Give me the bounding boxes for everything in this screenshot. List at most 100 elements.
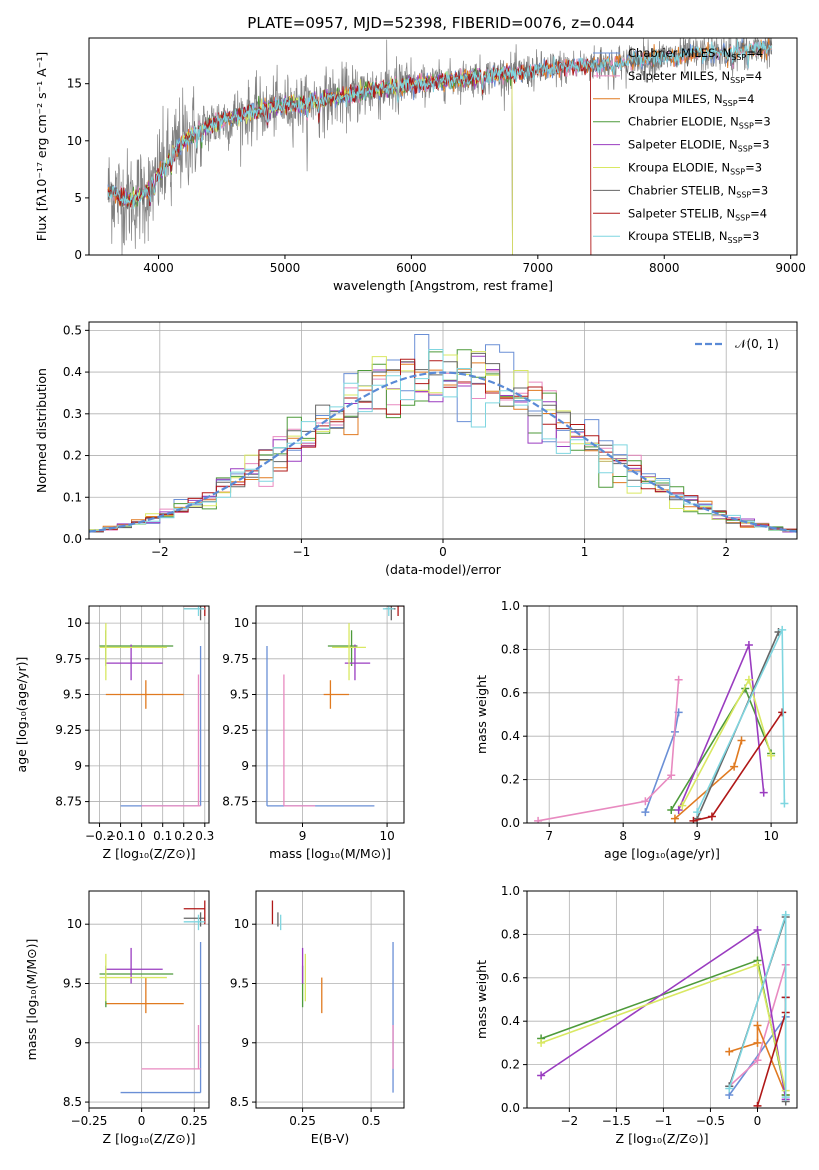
legend-label-tail: =4 <box>750 206 767 220</box>
mass-weight-marker <box>753 926 762 935</box>
legend-label-tail: =3 <box>745 161 762 175</box>
y-tick-label: 9.75 <box>55 652 82 666</box>
x-tick-label: −1.5 <box>602 1114 631 1128</box>
weight-vs-age-marks <box>534 625 789 823</box>
residuals-marks <box>89 334 797 533</box>
x-tick-label: 0.1 <box>153 829 172 843</box>
y-tick-label: 10 <box>234 616 249 630</box>
mass-weight-marker <box>753 1038 762 1047</box>
legend-label-main: Salpeter ELODIE, N <box>628 138 738 152</box>
mass-weight-marker <box>641 808 650 817</box>
y-axis-label: Flux [fλ10⁻¹⁷ erg cm⁻² s⁻¹ A⁻¹] <box>34 52 49 241</box>
x-tick-label: 0.25 <box>181 1114 208 1128</box>
y-tick-label: 9 <box>241 759 249 773</box>
x-tick-label: −2 <box>560 1114 578 1128</box>
x-tick-label: 4000 <box>143 261 174 275</box>
y-tick-label: 8.5 <box>63 1095 82 1109</box>
legend-label-sub: SSP <box>730 76 745 85</box>
legend-label-main: Kroupa STELIB, N <box>628 229 728 243</box>
x-tick-label: 0.3 <box>195 829 214 843</box>
mass-weight-marker <box>778 708 787 717</box>
y-tick-label: 0.4 <box>501 729 520 743</box>
y-tick-label: 10 <box>67 917 82 931</box>
legend-label: Salpeter ELODIE, NSSP=3 <box>628 138 770 154</box>
spectrum-frame: 4000 5000 6000 7000 8000 9000 0 5 10 15 wavelength… <box>34 37 806 293</box>
legend-label-sub: SSP <box>738 145 753 154</box>
mass-weight-marker <box>753 1021 762 1030</box>
x-axis-label: E(B-V) <box>311 1131 350 1146</box>
x-tick-label: −0.2 <box>85 829 114 843</box>
y-tick-label: 8.75 <box>222 795 249 809</box>
x-tick-label: 0.25 <box>289 1114 316 1128</box>
mass-weight-marker <box>781 910 790 919</box>
mass-weight-marker <box>753 1101 762 1108</box>
mass-vs-ebv-marks <box>271 900 394 1093</box>
legend-label-tail: =4 <box>746 46 763 60</box>
y-tick-label: 0.3 <box>63 407 82 421</box>
legend-label-tail: =3 <box>754 115 771 129</box>
y-axis-label: Normed distribution <box>34 368 49 493</box>
y-tick-label: 9.25 <box>55 723 82 737</box>
y-tick-label: 0.2 <box>501 1058 520 1072</box>
y-tick-label: 0.6 <box>501 971 520 985</box>
ssp-errorbar <box>183 914 205 931</box>
y-tick-label: 10 <box>67 616 82 630</box>
x-tick-label: 8000 <box>649 261 680 275</box>
x-tick-label: 5000 <box>270 261 301 275</box>
y-tick-label: 9.5 <box>230 976 249 990</box>
model-spectrum-line <box>107 39 773 209</box>
y-axis-label: mass weight <box>474 675 489 754</box>
mass-weight-marker <box>537 1071 546 1080</box>
ssp-errorbar <box>382 606 394 616</box>
ssp-errorbar <box>183 606 205 616</box>
x-tick-label: 2 <box>722 545 730 559</box>
y-axis-label: age [log₁₀(age/yr)] <box>14 657 29 773</box>
x-tick-label: −0.5 <box>696 1114 725 1128</box>
x-tick-label: 10 <box>763 829 778 843</box>
weight-vs-Z-marks <box>537 910 790 1108</box>
x-tick-label: 0 <box>138 1114 146 1128</box>
legend-label-sub: SSP <box>728 236 743 245</box>
age-vs-mass-marks <box>266 606 404 807</box>
mass-weight-marker <box>678 801 687 810</box>
age-vs-Z-frame: −0.2−0.1 0 0.1 0.2 0.3 8.75 9 9.25 9.5 9.75 10 Z [l… <box>14 605 214 861</box>
y-tick-label: 0.6 <box>501 686 520 700</box>
age-vs-mass-frame: 9 10 8.75 9 9.25 9.5 9.75 10 mass [log₁₀(M/M⊙)] <box>222 605 405 861</box>
mass-vs-ebv-panel: 0.25 0.5 8.5 9 9.5 10 E(B-V) <box>230 890 405 1146</box>
weight-vs-Z-panel: −2 −1.5 −1 −0.5 0 0.0 0.2 0.4 0.6 0.8 1.0 Z [log₁₀(… <box>474 884 798 1146</box>
y-tick-label: 0.2 <box>501 773 520 787</box>
legend-label-sub: SSP <box>735 213 750 222</box>
legend-label-sub: SSP <box>736 190 751 199</box>
y-tick-label: 0.0 <box>501 1101 520 1115</box>
mass-weight-marker <box>778 625 787 634</box>
ssp-errorbar <box>266 645 375 807</box>
mass-weight-marker <box>534 816 543 823</box>
legend-label-sub: SSP <box>739 122 754 131</box>
plot-layer: 4000 5000 6000 7000 8000 9000051015wavelength… <box>14 37 806 1146</box>
ssp-errorbar <box>99 953 167 1002</box>
spectrum-marks <box>107 38 773 255</box>
age-vs-mass-panel: 9 10 8.75 9 9.25 9.5 9.75 10 mass [log₁₀(M/M⊙)] <box>222 605 405 861</box>
axes-frame <box>526 890 798 1109</box>
x-tick-label: −1 <box>293 545 311 559</box>
y-tick-label: 8.5 <box>230 1095 249 1109</box>
y-tick-label: 10 <box>234 917 249 931</box>
x-tick-label: −2 <box>151 545 169 559</box>
y-tick-label: 9 <box>74 759 82 773</box>
x-tick-label: 0.2 <box>174 829 193 843</box>
mass-weight-line <box>537 679 680 822</box>
axes-frame <box>88 890 210 1109</box>
x-tick-label: 0 <box>138 829 146 843</box>
ssp-errorbar <box>183 606 206 616</box>
x-axis-label: age [log₁₀(age/yr)] <box>604 846 720 861</box>
y-axis-label: mass weight <box>474 960 489 1039</box>
mass-vs-ebv-frame: 0.25 0.5 8.5 9 9.5 10 E(B-V) <box>230 890 405 1146</box>
legend-label-sub: SSP <box>730 168 745 177</box>
y-tick-label: 9 <box>241 1036 249 1050</box>
ssp-errorbar <box>99 623 167 681</box>
legend-label-sub: SSP <box>731 53 746 62</box>
legend-label-tail: =3 <box>751 183 768 197</box>
ssp-errorbar <box>105 977 184 1014</box>
ssp-errorbar <box>120 941 202 1094</box>
legend-label-tail: =3 <box>753 138 770 152</box>
